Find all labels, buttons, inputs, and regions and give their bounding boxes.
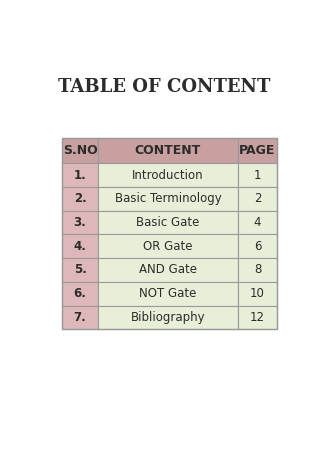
Text: 10: 10 — [250, 287, 265, 300]
Bar — [62, 305, 98, 329]
Text: 12: 12 — [250, 311, 265, 324]
Bar — [238, 305, 277, 329]
Bar — [98, 211, 238, 234]
Text: CONTENT: CONTENT — [135, 144, 201, 157]
Text: NOT Gate: NOT Gate — [139, 287, 197, 300]
Text: Basic Terminology: Basic Terminology — [115, 192, 221, 205]
Text: Bibliography: Bibliography — [131, 311, 205, 324]
Text: 2.: 2. — [74, 192, 86, 205]
Bar — [238, 282, 277, 305]
Text: 4.: 4. — [74, 240, 86, 253]
Text: 7.: 7. — [74, 311, 86, 324]
Bar — [62, 211, 98, 234]
Bar — [98, 282, 238, 305]
Bar — [98, 163, 238, 187]
Text: PAGE: PAGE — [239, 144, 276, 157]
Bar — [62, 258, 98, 282]
Bar — [238, 163, 277, 187]
Text: S.NO: S.NO — [63, 144, 97, 157]
Text: 1: 1 — [254, 169, 261, 182]
Bar — [98, 258, 238, 282]
Bar — [238, 211, 277, 234]
Text: TABLE OF CONTENT: TABLE OF CONTENT — [58, 78, 270, 96]
Bar — [62, 282, 98, 305]
Text: Introduction: Introduction — [132, 169, 204, 182]
Bar — [238, 138, 277, 163]
Bar — [98, 305, 238, 329]
Text: OR Gate: OR Gate — [143, 240, 193, 253]
Text: 5.: 5. — [74, 264, 86, 276]
Text: 4: 4 — [254, 216, 261, 229]
Bar — [98, 187, 238, 211]
Bar — [62, 187, 98, 211]
Text: 2: 2 — [254, 192, 261, 205]
Text: Basic Gate: Basic Gate — [136, 216, 200, 229]
Bar — [62, 163, 98, 187]
Text: 6: 6 — [254, 240, 261, 253]
Text: 1.: 1. — [74, 169, 86, 182]
Bar — [62, 138, 277, 329]
Bar — [98, 138, 238, 163]
Bar — [238, 234, 277, 258]
Bar — [238, 187, 277, 211]
Bar — [62, 138, 98, 163]
Text: 8: 8 — [254, 264, 261, 276]
Text: 3.: 3. — [74, 216, 86, 229]
Text: AND Gate: AND Gate — [139, 264, 197, 276]
Bar — [62, 234, 98, 258]
Text: 6.: 6. — [74, 287, 86, 300]
Bar — [98, 234, 238, 258]
Bar — [238, 258, 277, 282]
